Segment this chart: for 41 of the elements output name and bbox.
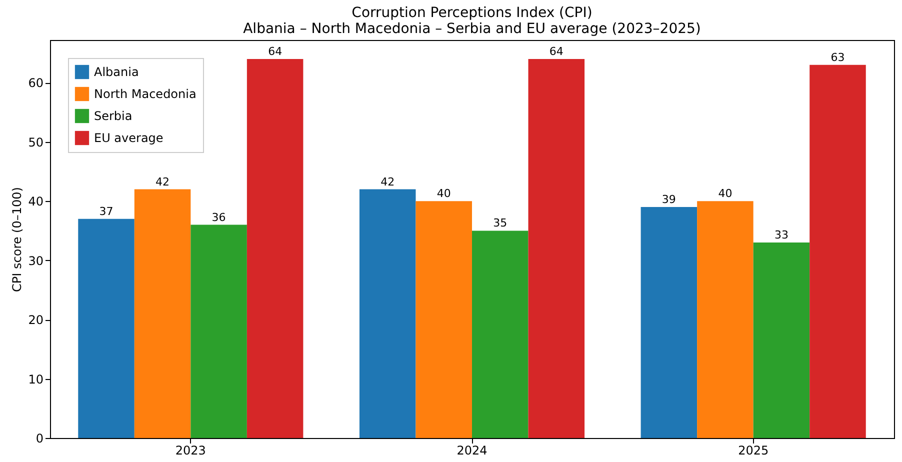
y-axis-title: CPI score (0–100) [10,187,24,292]
bar [753,242,810,438]
y-tick-label: 20 [28,313,44,328]
data-label: 40 [718,187,732,200]
y-tick-label: 60 [28,76,44,90]
data-label: 37 [99,204,114,218]
bar [416,201,472,438]
data-label: 33 [774,228,788,242]
x-tick-label: 2023 [175,444,206,458]
data-label: 35 [493,216,508,230]
bar [472,230,528,438]
bar [359,189,416,438]
y-tick-label: 40 [28,194,44,209]
bar [528,58,585,438]
legend-label: Serbia [94,109,132,123]
data-label: 42 [380,175,395,188]
data-label: 36 [212,210,226,224]
data-label: 64 [549,44,564,58]
x-tick-label: 2025 [738,444,769,458]
data-label: 63 [830,50,845,64]
bar [697,201,754,438]
chart-title: Corruption Perceptions Index (CPI) [352,5,592,21]
legend-label: Albania [94,65,139,79]
y-tick-label: 50 [28,135,44,150]
bar [190,224,247,438]
data-label: 40 [436,187,451,200]
bar [246,58,304,438]
data-label: 42 [156,175,170,188]
bar [810,64,866,438]
bar [640,207,698,438]
data-label: 64 [268,44,282,58]
legend-label: EU average [94,131,164,145]
legend-label: North Macedonia [94,87,196,101]
y-tick-label: 10 [28,372,44,386]
chart-subtitle: Albania – North Macedonia – Serbia and EU average (2023–2025) [243,21,701,37]
y-tick-label: 0 [36,432,44,446]
data-label: 39 [662,193,676,206]
x-tick-label: 2024 [456,444,488,458]
bar [134,189,191,438]
bar [78,218,134,438]
y-tick-label: 30 [28,254,44,268]
